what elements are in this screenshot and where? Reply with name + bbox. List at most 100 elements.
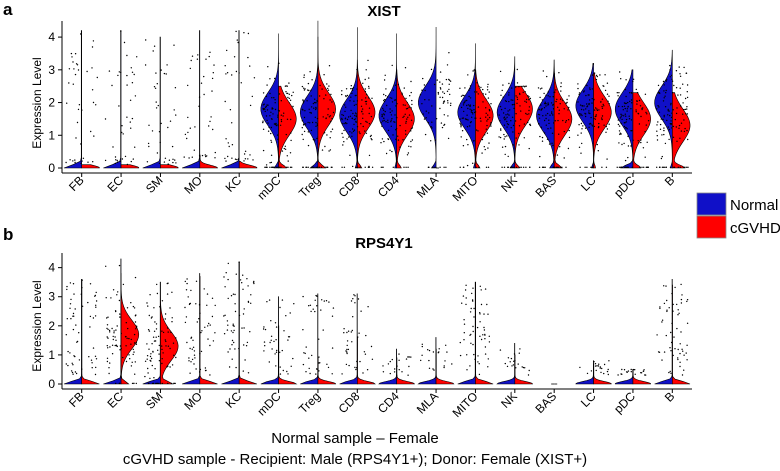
jitter-point bbox=[205, 58, 207, 60]
jitter-point bbox=[184, 306, 186, 309]
jitter-point bbox=[361, 110, 363, 113]
jitter-point bbox=[347, 348, 350, 351]
violin-shape bbox=[339, 27, 358, 169]
jitter-point bbox=[668, 138, 670, 141]
jitter-point bbox=[625, 118, 628, 121]
jitter-point bbox=[603, 124, 605, 126]
jitter-point bbox=[462, 94, 464, 97]
jitter-point bbox=[353, 118, 356, 121]
jitter-point bbox=[679, 166, 681, 168]
jitter-point bbox=[545, 94, 547, 97]
jitter-point bbox=[355, 113, 357, 115]
jitter-point bbox=[503, 166, 506, 168]
jitter-point bbox=[543, 119, 546, 122]
jitter-point bbox=[474, 111, 477, 113]
jitter-point bbox=[404, 104, 406, 106]
jitter-point bbox=[120, 71, 122, 74]
jitter-point bbox=[470, 333, 472, 336]
y-tick-label: 1 bbox=[48, 348, 55, 362]
jitter-point bbox=[617, 374, 619, 376]
jitter-point bbox=[125, 360, 128, 363]
jitter-point bbox=[359, 360, 361, 363]
violin-half-normal-mla bbox=[417, 337, 453, 385]
jitter-point bbox=[365, 103, 367, 105]
jitter-point bbox=[672, 109, 674, 111]
jitter-point bbox=[360, 123, 362, 125]
jitter-point bbox=[485, 112, 487, 115]
jitter-point bbox=[308, 305, 310, 307]
legend-label-normal: Normal bbox=[730, 197, 778, 214]
violin-shape bbox=[238, 161, 258, 169]
jitter-point bbox=[443, 365, 445, 367]
jitter-point bbox=[659, 306, 661, 308]
jitter-point bbox=[91, 362, 93, 364]
jitter-point bbox=[345, 95, 347, 98]
jitter-point bbox=[464, 87, 466, 89]
jitter-point bbox=[115, 329, 117, 331]
jitter-point bbox=[464, 289, 467, 291]
jitter-point bbox=[405, 122, 407, 124]
jitter-point bbox=[513, 353, 516, 355]
jitter-point bbox=[404, 113, 406, 116]
jitter-point bbox=[126, 307, 129, 309]
jitter-point bbox=[78, 332, 80, 334]
jitter-point bbox=[392, 166, 394, 168]
jitter-point bbox=[430, 68, 433, 71]
jitter-point bbox=[439, 81, 441, 83]
jitter-point bbox=[361, 108, 364, 110]
jitter-point bbox=[508, 94, 510, 96]
jitter-point bbox=[234, 158, 237, 160]
jitter-point bbox=[466, 354, 468, 356]
jitter-point bbox=[134, 95, 137, 97]
jitter-point bbox=[637, 140, 639, 142]
jitter-point bbox=[527, 374, 530, 376]
jitter-point bbox=[315, 108, 317, 111]
jitter-point bbox=[581, 128, 583, 130]
violin-shape bbox=[81, 164, 100, 169]
jitter-point bbox=[131, 82, 134, 84]
jitter-point bbox=[480, 120, 482, 122]
jitter-point bbox=[468, 89, 470, 91]
jitter-point bbox=[386, 96, 389, 98]
jitter-point bbox=[370, 134, 372, 137]
jitter-point bbox=[92, 161, 94, 163]
jitter-point bbox=[148, 382, 150, 385]
jitter-point bbox=[315, 166, 317, 168]
jitter-point bbox=[243, 153, 246, 155]
jitter-point bbox=[159, 141, 161, 144]
panel-b-title: RPS4Y1 bbox=[355, 235, 413, 252]
jitter-point bbox=[314, 116, 316, 119]
jitter-point bbox=[242, 288, 244, 290]
jitter-point bbox=[566, 98, 568, 101]
jitter-point bbox=[632, 80, 634, 83]
jitter-point bbox=[410, 128, 413, 130]
violin-half-normal-lc bbox=[575, 360, 610, 385]
jitter-point bbox=[275, 166, 278, 168]
violin-half-cgvhd-treg bbox=[305, 357, 337, 385]
jitter-point bbox=[130, 160, 132, 163]
jitter-point bbox=[487, 97, 490, 99]
jitter-point bbox=[170, 331, 172, 333]
jitter-point bbox=[146, 343, 148, 345]
jitter-point bbox=[626, 128, 628, 130]
jitter-point bbox=[624, 88, 627, 91]
jitter-point bbox=[410, 80, 412, 83]
jitter-point bbox=[623, 369, 626, 371]
jitter-point bbox=[203, 93, 205, 96]
jitter-point bbox=[665, 285, 667, 287]
jitter-point bbox=[476, 82, 478, 84]
jitter-point bbox=[229, 109, 232, 111]
jitter-point bbox=[446, 64, 449, 66]
jitter-point bbox=[625, 121, 627, 123]
jitter-point bbox=[623, 105, 626, 108]
jitter-point bbox=[236, 158, 238, 161]
jitter-point bbox=[148, 124, 150, 127]
jitter-point bbox=[679, 365, 681, 368]
jitter-point bbox=[443, 114, 445, 116]
violin-half-normal-fb bbox=[63, 30, 99, 169]
caption-line-1: Normal sample – Female bbox=[271, 430, 439, 447]
jitter-point bbox=[235, 30, 237, 33]
jitter-point bbox=[523, 123, 526, 125]
jitter-point bbox=[275, 339, 277, 341]
jitter-point bbox=[546, 138, 549, 140]
